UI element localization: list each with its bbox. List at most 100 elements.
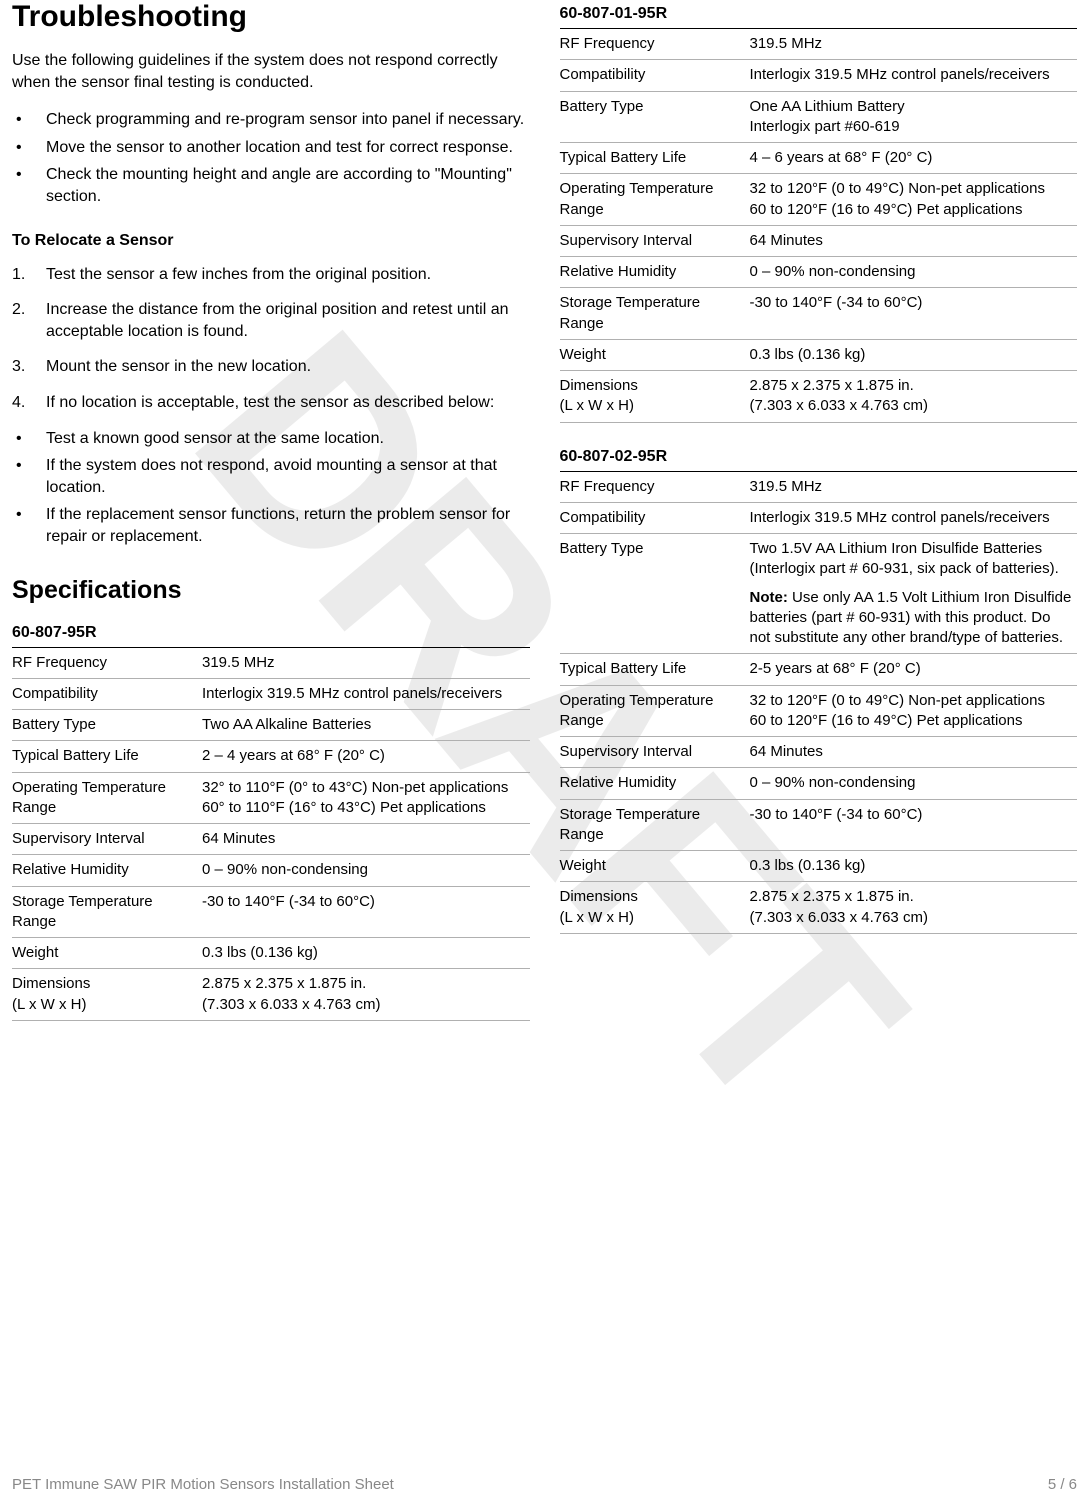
table-row: Typical Battery Life2 – 4 years at 68° F… — [12, 741, 530, 772]
table-row: Relative Humidity0 – 90% non-condensing — [560, 257, 1078, 288]
spec-key: RF Frequency — [12, 648, 202, 679]
spec-value: Two AA Alkaline Batteries — [202, 710, 530, 741]
spec-key: Operating Temperature Range — [560, 174, 750, 226]
table-row: Battery TypeOne AA Lithium BatteryInterl… — [560, 91, 1078, 143]
table-row: CompatibilityInterlogix 319.5 MHz contro… — [560, 502, 1078, 533]
spec-key: Typical Battery Life — [560, 654, 750, 685]
spec-value: 2.875 x 2.375 x 1.875 in.(7.303 x 6.033 … — [202, 969, 530, 1021]
list-item: If no location is acceptable, test the s… — [12, 392, 530, 414]
spec-value: 2.875 x 2.375 x 1.875 in.(7.303 x 6.033 … — [750, 882, 1078, 934]
table-row: Weight0.3 lbs (0.136 kg) — [12, 938, 530, 969]
table-row: CompatibilityInterlogix 319.5 MHz contro… — [560, 60, 1078, 91]
spec-value: 32° to 110°F (0° to 43°C) Non-pet applic… — [202, 772, 530, 824]
table-row: Relative Humidity0 – 90% non-condensing — [560, 768, 1078, 799]
table-row: RF Frequency319.5 MHz — [12, 648, 530, 679]
spec-value: Interlogix 319.5 MHz control panels/rece… — [202, 678, 530, 709]
spec-value: One AA Lithium BatteryInterlogix part #6… — [750, 91, 1078, 143]
spec-value: 0.3 lbs (0.136 kg) — [750, 339, 1078, 370]
spec-key: Dimensions(L x W x H) — [560, 882, 750, 934]
table-row: Supervisory Interval64 Minutes — [560, 737, 1078, 768]
list-item: Increase the distance from the original … — [12, 299, 530, 342]
spec-table-body: RF Frequency319.5 MHzCompatibilityInterl… — [560, 472, 1078, 934]
bullet-list-2: Test a known good sensor at the same loc… — [12, 428, 530, 548]
spec-key: Supervisory Interval — [12, 824, 202, 855]
steps-list: Test the sensor a few inches from the or… — [12, 264, 530, 414]
list-item: Test a known good sensor at the same loc… — [12, 428, 530, 450]
spec-value: Interlogix 319.5 MHz control panels/rece… — [750, 60, 1078, 91]
spec-note: Note: Use only AA 1.5 Volt Lithium Iron … — [750, 588, 1074, 649]
spec-table-title: 60-807-95R — [12, 619, 530, 648]
table-row: Relative Humidity0 – 90% non-condensing — [12, 855, 530, 886]
spec-table-2: 60-807-01-95RRF Frequency319.5 MHzCompat… — [560, 0, 1078, 423]
bullet-list-1: Check programming and re-program sensor … — [12, 109, 530, 207]
spec-key: Relative Humidity — [12, 855, 202, 886]
table-row: RF Frequency319.5 MHz — [560, 472, 1078, 503]
page-content: Troubleshooting Use the following guidel… — [0, 0, 1089, 1041]
table-row: CompatibilityInterlogix 319.5 MHz contro… — [12, 678, 530, 709]
spec-key: Operating Temperature Range — [12, 772, 202, 824]
table-row: RF Frequency319.5 MHz — [560, 29, 1078, 60]
spec-value: 2.875 x 2.375 x 1.875 in.(7.303 x 6.033 … — [750, 371, 1078, 423]
spec-key: RF Frequency — [560, 472, 750, 503]
spec-key: Relative Humidity — [560, 768, 750, 799]
spec-key: Weight — [560, 851, 750, 882]
table-row: Typical Battery Life2-5 years at 68° F (… — [560, 654, 1078, 685]
spec-key: Storage Temperature Range — [12, 886, 202, 938]
spec-value: Interlogix 319.5 MHz control panels/rece… — [750, 502, 1078, 533]
footer-doc-title: PET Immune SAW PIR Motion Sensors Instal… — [12, 1476, 394, 1493]
spec-key: Dimensions(L x W x H) — [560, 371, 750, 423]
heading-specifications: Specifications — [12, 576, 530, 605]
spec-key: Storage Temperature Range — [560, 799, 750, 851]
footer-page-number: 5 / 6 — [1048, 1476, 1077, 1493]
spec-key: Typical Battery Life — [12, 741, 202, 772]
note-label: Note: — [750, 589, 793, 606]
spec-key: Battery Type — [560, 534, 750, 654]
spec-key: Battery Type — [12, 710, 202, 741]
spec-table-3: 60-807-02-95RRF Frequency319.5 MHzCompat… — [560, 443, 1078, 934]
table-row: Weight0.3 lbs (0.136 kg) — [560, 339, 1078, 370]
table-row: Operating Temperature Range32 to 120°F (… — [560, 174, 1078, 226]
spec-value: 4 – 6 years at 68° F (20° C) — [750, 143, 1078, 174]
spec-key: Weight — [560, 339, 750, 370]
list-item: Test the sensor a few inches from the or… — [12, 264, 530, 286]
spec-value: 2 – 4 years at 68° F (20° C) — [202, 741, 530, 772]
spec-value: -30 to 140°F (-34 to 60°C) — [750, 288, 1078, 340]
spec-key: Typical Battery Life — [560, 143, 750, 174]
spec-key: Compatibility — [12, 678, 202, 709]
spec-value: 64 Minutes — [750, 225, 1078, 256]
spec-value: 32 to 120°F (0 to 49°C) Non-pet applicat… — [750, 685, 1078, 737]
table-row: Supervisory Interval64 Minutes — [12, 824, 530, 855]
table-row: Storage Temperature Range-30 to 140°F (-… — [12, 886, 530, 938]
intro-text: Use the following guidelines if the syst… — [12, 50, 530, 93]
spec-key: Supervisory Interval — [560, 225, 750, 256]
list-item: If the replacement sensor functions, ret… — [12, 504, 530, 547]
table-row: Dimensions(L x W x H)2.875 x 2.375 x 1.8… — [560, 882, 1078, 934]
spec-value: 319.5 MHz — [202, 648, 530, 679]
spec-key: Weight — [12, 938, 202, 969]
subheading-relocate: To Relocate a Sensor — [12, 232, 530, 250]
spec-value: 2-5 years at 68° F (20° C) — [750, 654, 1078, 685]
table-row: Dimensions(L x W x H)2.875 x 2.375 x 1.8… — [12, 969, 530, 1021]
spec-value: 0 – 90% non-condensing — [750, 257, 1078, 288]
right-column: 60-807-01-95RRF Frequency319.5 MHzCompat… — [560, 0, 1078, 1041]
table-row: Weight0.3 lbs (0.136 kg) — [560, 851, 1078, 882]
spec-value: 0.3 lbs (0.136 kg) — [750, 851, 1078, 882]
table-row: Typical Battery Life4 – 6 years at 68° F… — [560, 143, 1078, 174]
table-row: Storage Temperature Range-30 to 140°F (-… — [560, 288, 1078, 340]
spec-key: Dimensions(L x W x H) — [12, 969, 202, 1021]
list-item: Mount the sensor in the new location. — [12, 356, 530, 378]
spec-table-body: RF Frequency319.5 MHzCompatibilityInterl… — [560, 29, 1078, 423]
spec-value: 0 – 90% non-condensing — [750, 768, 1078, 799]
spec-value: -30 to 140°F (-34 to 60°C) — [202, 886, 530, 938]
spec-value: 0 – 90% non-condensing — [202, 855, 530, 886]
spec-table-1: 60-807-95RRF Frequency319.5 MHzCompatibi… — [12, 619, 530, 1021]
spec-table-body: RF Frequency319.5 MHzCompatibilityInterl… — [12, 648, 530, 1021]
page-footer: PET Immune SAW PIR Motion Sensors Instal… — [12, 1476, 1077, 1493]
list-item: If the system does not respond, avoid mo… — [12, 455, 530, 498]
spec-key: RF Frequency — [560, 29, 750, 60]
spec-key: Compatibility — [560, 60, 750, 91]
spec-value: 0.3 lbs (0.136 kg) — [202, 938, 530, 969]
spec-value: -30 to 140°F (-34 to 60°C) — [750, 799, 1078, 851]
list-item: Move the sensor to another location and … — [12, 137, 530, 159]
table-row: Operating Temperature Range32 to 120°F (… — [560, 685, 1078, 737]
